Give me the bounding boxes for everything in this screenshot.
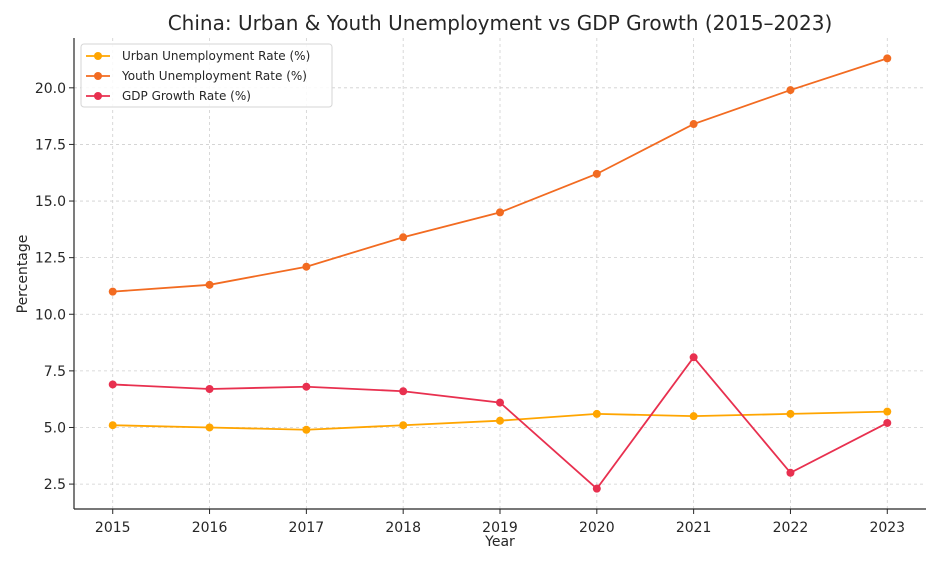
data-point — [689, 412, 698, 421]
data-point — [496, 208, 504, 217]
data-point — [302, 382, 311, 391]
grid — [74, 38, 926, 509]
legend-swatch-marker — [94, 92, 102, 100]
legend-swatch-marker — [94, 72, 102, 80]
data-point — [302, 425, 311, 434]
legend-label: GDP Growth Rate (%) — [122, 89, 251, 103]
data-point — [108, 421, 117, 430]
y-axis-label: Percentage — [15, 235, 31, 314]
legend-label: Youth Unemployment Rate (%) — [121, 69, 307, 83]
data-point — [399, 387, 408, 396]
x-tick-label: 2020 — [579, 520, 615, 536]
data-point — [689, 353, 698, 362]
data-point — [883, 407, 892, 416]
data-point — [689, 120, 698, 129]
data-point — [883, 54, 892, 63]
data-point — [592, 409, 601, 418]
y-tick-label: 12.5 — [35, 251, 66, 267]
y-axis-ticks: 2.5 5.0 7.5 10.0 12.5 15.0 17.5 20.0 — [35, 81, 74, 493]
x-tick-label: 2015 — [95, 520, 131, 536]
data-point — [786, 409, 795, 418]
y-tick-label: 15.0 — [35, 194, 66, 210]
data-point — [592, 169, 601, 178]
data-point — [205, 423, 214, 432]
data-point — [786, 86, 795, 95]
legend-label: Urban Unemployment Rate (%) — [122, 49, 310, 63]
data-point — [496, 398, 504, 407]
data-point — [496, 416, 504, 425]
y-tick-label: 7.5 — [44, 364, 66, 380]
data-point — [205, 384, 214, 393]
x-tick-label: 2017 — [289, 520, 325, 536]
legend-item: Youth Unemployment Rate (%) — [86, 69, 307, 83]
x-tick-label: 2019 — [482, 520, 518, 536]
x-axis-label: Year — [484, 534, 515, 550]
data-point — [302, 262, 311, 271]
data-point — [786, 468, 795, 477]
legend-swatch-marker — [94, 52, 102, 60]
chart-title: China: Urban & Youth Unemployment vs GDP… — [168, 11, 833, 35]
y-tick-label: 10.0 — [35, 307, 66, 323]
legend: Urban Unemployment Rate (%) Youth Unemplo… — [80, 43, 333, 108]
x-tick-label: 2023 — [869, 520, 905, 536]
y-tick-label: 17.5 — [35, 137, 66, 153]
x-tick-label: 2018 — [385, 520, 421, 536]
series-group — [108, 54, 892, 493]
series-0 — [108, 407, 892, 434]
y-tick-label: 20.0 — [35, 81, 66, 97]
series-1 — [108, 54, 892, 296]
legend-item: GDP Growth Rate (%) — [86, 89, 251, 103]
x-tick-label: 2022 — [773, 520, 809, 536]
y-tick-label: 2.5 — [44, 477, 66, 493]
data-point — [205, 280, 214, 289]
data-point — [108, 380, 117, 389]
legend-box — [80, 43, 333, 108]
data-point — [883, 418, 892, 427]
y-tick-label: 5.0 — [44, 420, 66, 436]
data-point — [592, 484, 601, 493]
legend-item: Urban Unemployment Rate (%) — [86, 49, 310, 63]
data-point — [399, 421, 408, 430]
x-tick-label: 2021 — [676, 520, 712, 536]
data-point — [399, 233, 408, 242]
series-2 — [108, 353, 892, 493]
data-point — [108, 287, 117, 296]
x-axis-ticks: 2015 2016 2017 2018 2019 2020 2021 2022 2023 — [95, 509, 905, 536]
x-tick-label: 2016 — [192, 520, 228, 536]
